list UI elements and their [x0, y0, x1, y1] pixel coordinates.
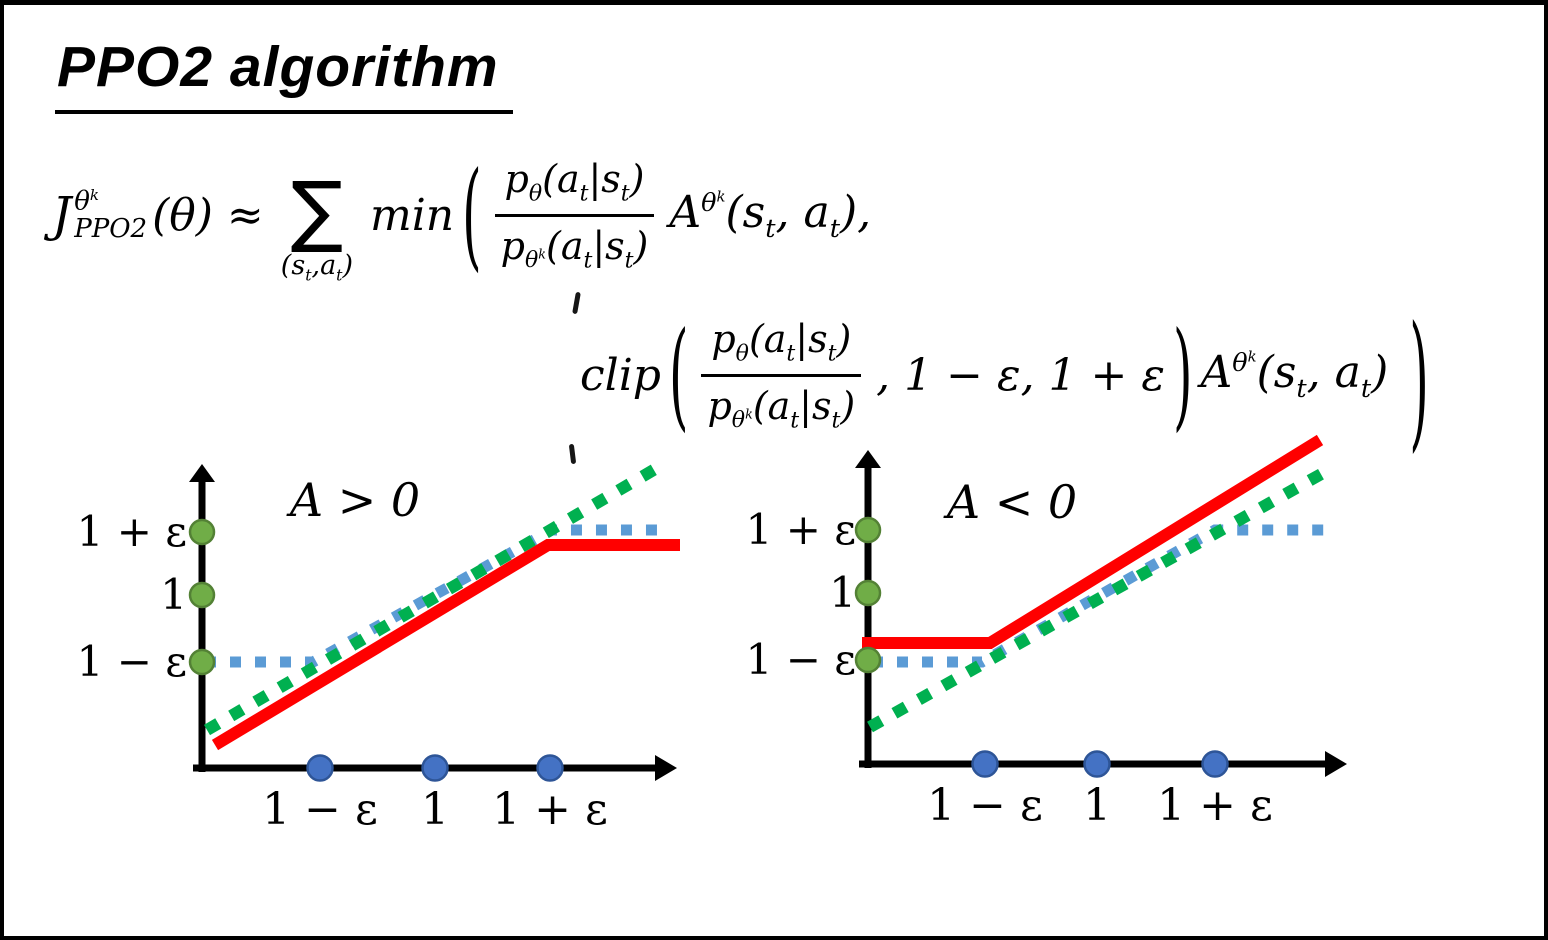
fraction-numerator: pθ(at|st)	[494, 155, 655, 217]
plot-a-positive-canvas: 1 + ε 1 1 − ε 1 − ε 1 1 + ε A > 0	[77, 462, 680, 835]
y-tick-dot	[188, 518, 216, 546]
formula-line-2: clip(pθ(at|st) pθk(at|st) , 1 − ε, 1 + ε) A…	[575, 305, 1432, 455]
series-clip-line	[872, 524, 1324, 668]
big-paren: )	[1409, 295, 1429, 467]
y-tick-label: 1 − ε	[746, 635, 856, 684]
x-axis-arrow-icon	[1325, 751, 1347, 777]
math-subscript: PPO2	[74, 214, 148, 245]
math-base: J	[52, 187, 72, 243]
x-tick-label: 1	[421, 784, 449, 835]
x-tick-dot	[306, 754, 334, 782]
sum-lower-limit: (st,at)	[280, 249, 354, 285]
math-text: clip	[580, 349, 661, 401]
fraction: pθ(at|st) pθk(at|st)	[491, 155, 659, 275]
x-tick-label: 1 + ε	[1157, 780, 1273, 831]
x-tick-label: 1	[1083, 780, 1111, 831]
plot-title: A > 0	[286, 473, 420, 527]
x-tick-label: 1 − ε	[927, 780, 1043, 831]
math-text: , 1 − ε, 1 + ε	[876, 349, 1165, 401]
series-objective-line	[862, 434, 1324, 649]
math-text: Aθk(st, at),	[669, 186, 872, 244]
y-tick-dot	[854, 516, 882, 544]
fraction-denominator: pθk(at|st)	[500, 223, 649, 274]
math-text: Aθk(st, at)	[1200, 346, 1389, 404]
series-objective-line	[211, 539, 680, 751]
math-text: (θ) ≈	[152, 189, 264, 241]
y-tick-label: 1	[829, 568, 856, 617]
y-tick-label: 1 − ε	[77, 637, 187, 686]
big-paren: )	[1173, 306, 1193, 444]
x-tick-dot	[1201, 750, 1229, 778]
sum-icon: ∑	[290, 165, 344, 256]
math-text: min	[370, 189, 455, 241]
x-tick-label: 1 + ε	[492, 784, 608, 835]
fraction: pθ(at|st) pθk(at|st)	[697, 315, 865, 435]
y-tick-dot	[854, 646, 882, 674]
plot-a-negative-canvas: 1 + ε 1 1 − ε 1 − ε 1 1 + ε A < 0	[746, 434, 1347, 831]
plot-a-positive: 1 + ε 1 1 − ε 1 − ε 1 1 + ε A > 0	[55, 440, 705, 850]
y-tick-dot	[188, 648, 216, 676]
big-paren: (	[668, 306, 689, 444]
x-tick-dot	[971, 750, 999, 778]
y-axis-arrow-icon	[855, 450, 881, 468]
plot-a-negative: 1 + ε 1 1 − ε 1 − ε 1 1 + ε A < 0	[720, 430, 1360, 845]
fraction-numerator: pθ(at|st)	[701, 315, 862, 377]
big-paren: (	[462, 146, 482, 284]
slide-title: PPO2 algorithm	[55, 34, 513, 114]
y-tick-label: 1 + ε	[77, 507, 187, 556]
plot-title: A < 0	[943, 475, 1077, 529]
fraction-denominator: pθk(at|st)	[707, 383, 856, 434]
x-tick-label: 1 − ε	[262, 784, 378, 835]
y-tick-dot	[188, 581, 216, 609]
x-tick-dot	[536, 754, 564, 782]
y-tick-label: 1	[160, 570, 187, 619]
y-tick-dot	[854, 579, 882, 607]
math-superscript: θk	[74, 185, 100, 217]
y-tick-label: 1 + ε	[746, 505, 856, 554]
y-axis-arrow-icon	[189, 464, 215, 482]
series-ratio-line	[867, 462, 1335, 733]
summation: ∑ (st,at)	[280, 165, 354, 285]
x-tick-dot	[421, 754, 449, 782]
x-tick-dot	[1083, 750, 1111, 778]
series-ratio-line	[203, 462, 661, 736]
x-axis-arrow-icon	[655, 755, 677, 781]
series-clip-line	[205, 524, 658, 668]
